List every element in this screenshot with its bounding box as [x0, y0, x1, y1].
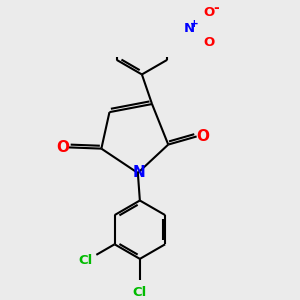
Text: N: N	[132, 165, 145, 180]
Text: O: O	[196, 129, 209, 144]
Text: N: N	[184, 22, 195, 35]
Text: Cl: Cl	[133, 286, 147, 298]
Text: +: +	[190, 19, 199, 29]
Text: -: -	[214, 2, 220, 15]
Text: O: O	[203, 36, 214, 49]
Text: O: O	[203, 6, 214, 19]
Text: O: O	[56, 140, 69, 155]
Text: Cl: Cl	[79, 254, 93, 267]
